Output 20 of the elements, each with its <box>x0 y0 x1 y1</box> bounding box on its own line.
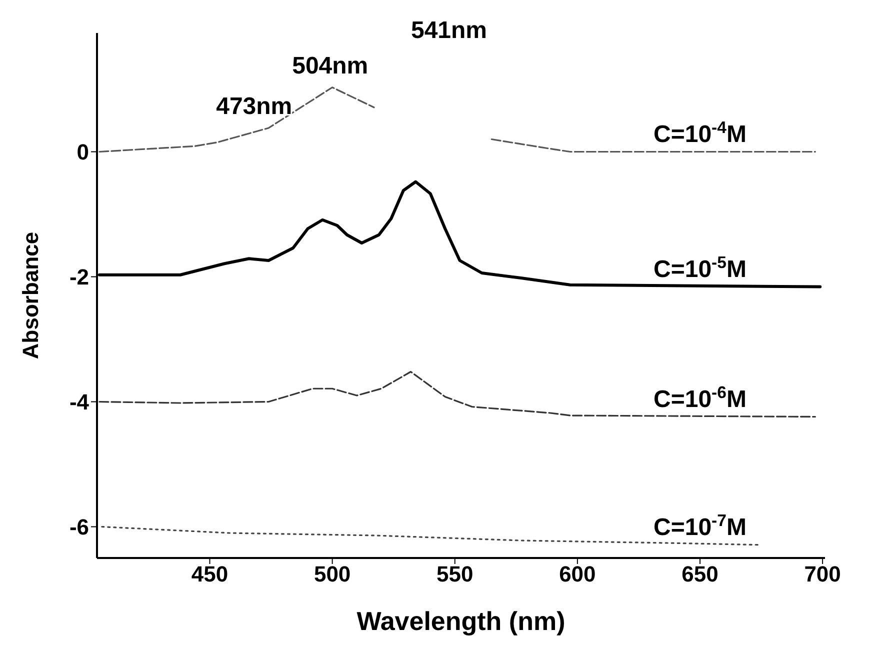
y-axis-title: Absorbance <box>18 232 43 360</box>
x-axis-title: Wavelength (nm) <box>356 606 566 636</box>
y-tick-label: -4 <box>69 390 90 415</box>
x-tick-label: 650 <box>682 562 718 587</box>
x-tick-label: 450 <box>191 562 228 587</box>
x-tick-label: 600 <box>559 562 596 587</box>
annotation: 473nm <box>216 93 292 120</box>
annotation: 541nm <box>410 16 488 44</box>
annotation: 504nm <box>292 52 368 80</box>
line-series <box>98 370 816 418</box>
y-tick-label: -6 <box>69 514 89 540</box>
series-label: C=10$^{-6}$M <box>654 382 746 413</box>
series-label: C=10$^{-4}$M <box>654 117 746 148</box>
x-tick-label: 550 <box>436 562 474 587</box>
series-label: C=10$^{-7}$M <box>654 510 746 541</box>
x-tick-label: 700 <box>804 562 841 587</box>
y-tick-label: 0 <box>76 140 89 165</box>
y-tick-label: -2 <box>69 264 89 290</box>
x-tick-label: 500 <box>314 562 351 587</box>
series-label: C=10$^{-5}$M <box>654 252 746 283</box>
